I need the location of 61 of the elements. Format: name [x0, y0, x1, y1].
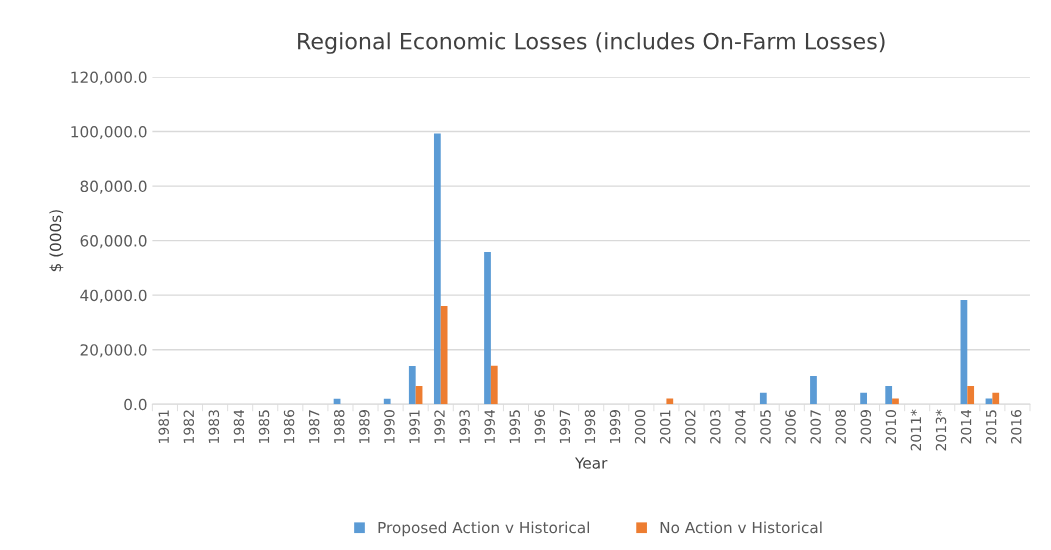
y-tick-label: 120,000.0: [71, 71, 147, 85]
x-tick-label: 1998: [584, 410, 596, 443]
y-tick-label: 0.0: [124, 398, 147, 411]
x-tick-label: 2000: [634, 410, 646, 444]
y-tick-label: 40,000.0: [80, 289, 147, 303]
x-tick-label: 2005: [760, 410, 771, 444]
bar: [892, 398, 899, 405]
x-tick-label: 1994: [484, 409, 495, 443]
x-tick-label: 2003: [710, 410, 721, 444]
bar: [383, 398, 391, 405]
bar: [484, 252, 491, 405]
x-tick-label: 1989: [359, 410, 370, 443]
legend-label: No Action v Historical: [660, 521, 822, 534]
y-tick-label: 80,000.0: [80, 180, 147, 194]
bar: [992, 392, 1000, 405]
x-tick-label: 1991: [409, 410, 420, 443]
x-tick-label: 1987: [308, 410, 320, 443]
x-tick-label: 1995: [509, 410, 520, 443]
x-tick-label: 2007: [810, 410, 821, 444]
x-tick-label: 2004: [735, 409, 746, 444]
bar: [967, 385, 975, 405]
x-tick-label: 1984: [233, 409, 245, 443]
bar: [433, 133, 441, 405]
x-tick-label: 1999: [609, 410, 621, 443]
bar: [490, 365, 498, 405]
bar: [666, 398, 674, 405]
y-axis-title: $ (000s): [49, 210, 64, 272]
x-tick-label: 2013*: [935, 409, 947, 451]
x-tick-label: 2016: [1010, 409, 1022, 444]
y-tick-label: 60,000.0: [80, 235, 147, 249]
x-tick-label: 2002: [685, 410, 696, 444]
x-tick-label: 2006: [785, 409, 796, 444]
x-tick-label: 1992: [434, 410, 445, 443]
x-tick-label: 2011*: [910, 409, 922, 451]
x-tick-label: 1988: [333, 410, 345, 443]
x-tick-label: 1993: [459, 410, 470, 443]
x-tick-label: 1983: [208, 410, 220, 443]
legend-label: Proposed Action v Historical: [378, 521, 589, 537]
x-tick-label: 1985: [258, 410, 270, 443]
bar: [440, 306, 448, 405]
y-tick-label: 20,000.0: [80, 344, 147, 358]
x-axis-title: Year: [574, 457, 608, 469]
x-tick-label: 1981: [158, 410, 169, 443]
bar: [759, 392, 767, 405]
x-tick-label: 2010: [885, 410, 897, 444]
x-tick-label: 2001: [659, 410, 671, 444]
x-tick-label: 1982: [183, 410, 195, 443]
chart-title: Regional Economic Losses (includes On-Farm Losses): [298, 32, 885, 54]
x-tick-label: 2009: [860, 410, 872, 444]
x-tick-label: 1997: [559, 410, 571, 443]
x-tick-label: 2008: [835, 410, 846, 444]
x-tick-label: 1986: [283, 409, 295, 443]
x-tick-label: 2014: [960, 409, 972, 444]
bar: [810, 375, 817, 405]
x-tick-label: 1996: [534, 409, 546, 443]
bar: [885, 385, 893, 405]
bar: [860, 392, 867, 405]
x-tick-label: 2015: [985, 410, 997, 444]
bar: [408, 366, 416, 405]
y-tick-label: 100,000.0: [71, 126, 147, 140]
x-tick-label: 1990: [384, 410, 395, 443]
